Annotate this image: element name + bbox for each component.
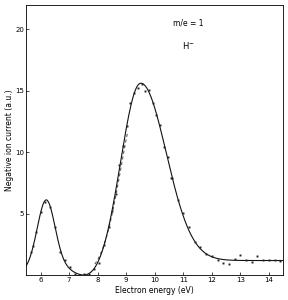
Text: m/e = 1: m/e = 1 (173, 18, 203, 27)
Y-axis label: Negative ion current (a.u.): Negative ion current (a.u.) (5, 89, 14, 191)
Text: H$^{-}$: H$^{-}$ (182, 40, 194, 51)
X-axis label: Electron energy (eV): Electron energy (eV) (115, 286, 194, 295)
